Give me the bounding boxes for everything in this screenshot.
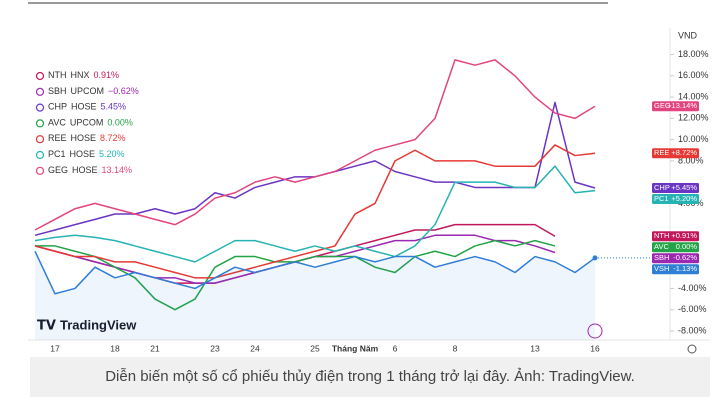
price-tag-name: REE: [654, 148, 669, 157]
legend-change: −0.62%: [108, 86, 139, 96]
price-tag-value: +13.14%: [667, 101, 697, 110]
price-tag-value: +5.20%: [671, 194, 697, 203]
price-tag-name: CHP: [654, 183, 670, 192]
legend-change: 8.72%: [100, 134, 126, 144]
legend-icon: [35, 87, 45, 96]
x-tick-label: 16: [590, 343, 600, 353]
legend-icon: [35, 166, 45, 175]
x-tick-label: 13: [530, 343, 540, 353]
y-tick-label: 18.00%: [678, 49, 709, 59]
legend-icon: [35, 71, 45, 81]
y-tick-label: 16.00%: [678, 70, 709, 80]
settings-icon[interactable]: [687, 344, 697, 354]
price-tag-value: +5.45%: [671, 183, 697, 192]
x-tick-label: 21: [150, 343, 160, 353]
legend-change: 13.14%: [102, 165, 133, 175]
price-tag: [652, 182, 699, 193]
caption-box: [30, 357, 710, 397]
legend-exchange: HNX: [71, 70, 90, 80]
legend-exchange: UPCOM: [70, 118, 104, 128]
legend-entry: NTH HNX 0.91%: [48, 70, 119, 80]
price-tag: [652, 253, 699, 264]
y-tick-label: 14.00%: [678, 91, 709, 101]
legend-name: NTH: [48, 70, 67, 80]
price-tag-value: 0.00%: [676, 242, 698, 251]
legend-entry: AVC UPCOM 0.00%: [48, 118, 133, 128]
price-tag-name: SBH: [654, 253, 669, 262]
price-tag: [652, 231, 699, 242]
legend-entry: GEG HOSE 13.14%: [48, 165, 132, 175]
series-area: [35, 251, 595, 340]
watermark: 𝗧𝗩 TradingView: [37, 317, 137, 332]
price-tag: [652, 193, 699, 204]
y-tick-label: 8.00%: [678, 155, 704, 165]
price-tag: [652, 148, 699, 159]
legend-icon: [35, 150, 45, 160]
x-tick-label: 8: [453, 343, 458, 353]
legend-name: REE: [48, 134, 67, 144]
series-line: [34, 165, 596, 263]
legend-icon: [35, 135, 45, 144]
legend-change: 0.00%: [107, 118, 133, 128]
legend-name: CHP: [48, 102, 67, 112]
series-line: [34, 250, 596, 295]
event-icon[interactable]: [587, 323, 603, 339]
x-tick-label: 25: [310, 343, 320, 353]
currency-label: VND: [678, 30, 698, 40]
x-tick-label: Tháng Năm: [332, 343, 379, 353]
y-tick-label: -4.00%: [678, 283, 707, 293]
legend-name: GEG: [48, 165, 68, 175]
legend-exchange: HOSE: [71, 102, 97, 112]
legend-exchange: UPCOM: [71, 86, 105, 96]
price-tag-value: -1.13%: [673, 264, 697, 273]
x-tick-label: 23: [210, 343, 220, 353]
plot: [34, 59, 596, 340]
price-tag-value: -0.62%: [673, 253, 697, 262]
legend-icon: [35, 119, 45, 128]
caption: Diễn biến một số cổ phiếu thủy điện tron…: [105, 368, 635, 385]
price-tag-name: GEG: [654, 101, 671, 110]
price-tag-name: VSH: [654, 264, 669, 273]
legend-icon: [35, 103, 45, 112]
legend-exchange: HOSE: [71, 134, 97, 144]
x-tick-label: 18: [110, 343, 120, 353]
price-tag-value: +8.72%: [671, 148, 697, 157]
legend-change: 5.45%: [101, 102, 127, 112]
watermark-logo: 𝗧𝗩: [37, 317, 56, 332]
legend-exchange: HOSE: [70, 149, 96, 159]
y-tick-label: 12.00%: [678, 113, 709, 123]
series-line: [34, 144, 596, 279]
price-tag-name: PC1: [654, 194, 669, 203]
legend-change: 5.20%: [99, 149, 125, 159]
price-tag: [652, 242, 699, 253]
legend-name: PC1: [48, 149, 66, 159]
legend-change: 0.91%: [94, 70, 120, 80]
legend-name: SBH: [48, 86, 67, 96]
y-tick-label: -8.00%: [678, 325, 707, 335]
price-tag: [652, 101, 699, 112]
x-tick-label: 6: [393, 343, 398, 353]
x-tick-label: 24: [250, 343, 260, 353]
y-tick-label: 10.00%: [678, 134, 709, 144]
price-tag-value: +0.91%: [671, 231, 697, 240]
watermark-text: TradingView: [60, 317, 137, 332]
x-tick-label: 17: [50, 343, 60, 353]
last-value-dot: [592, 255, 598, 261]
y-tick-label: -6.00%: [678, 304, 707, 314]
legend-entry: CHP HOSE 5.45%: [48, 102, 126, 112]
legend-entry: PC1 HOSE 5.20%: [48, 149, 125, 159]
price-tag-name: AVC: [654, 242, 669, 251]
legend-exchange: HOSE: [72, 165, 98, 175]
price-tag-name: NTH: [654, 231, 669, 240]
legend-entry: SBH UPCOM −0.62%: [48, 86, 139, 96]
price-tag: [652, 264, 699, 275]
legend-name: AVC: [48, 118, 66, 128]
legend-entry: REE HOSE 8.72%: [48, 134, 126, 144]
series-line: [34, 59, 596, 231]
